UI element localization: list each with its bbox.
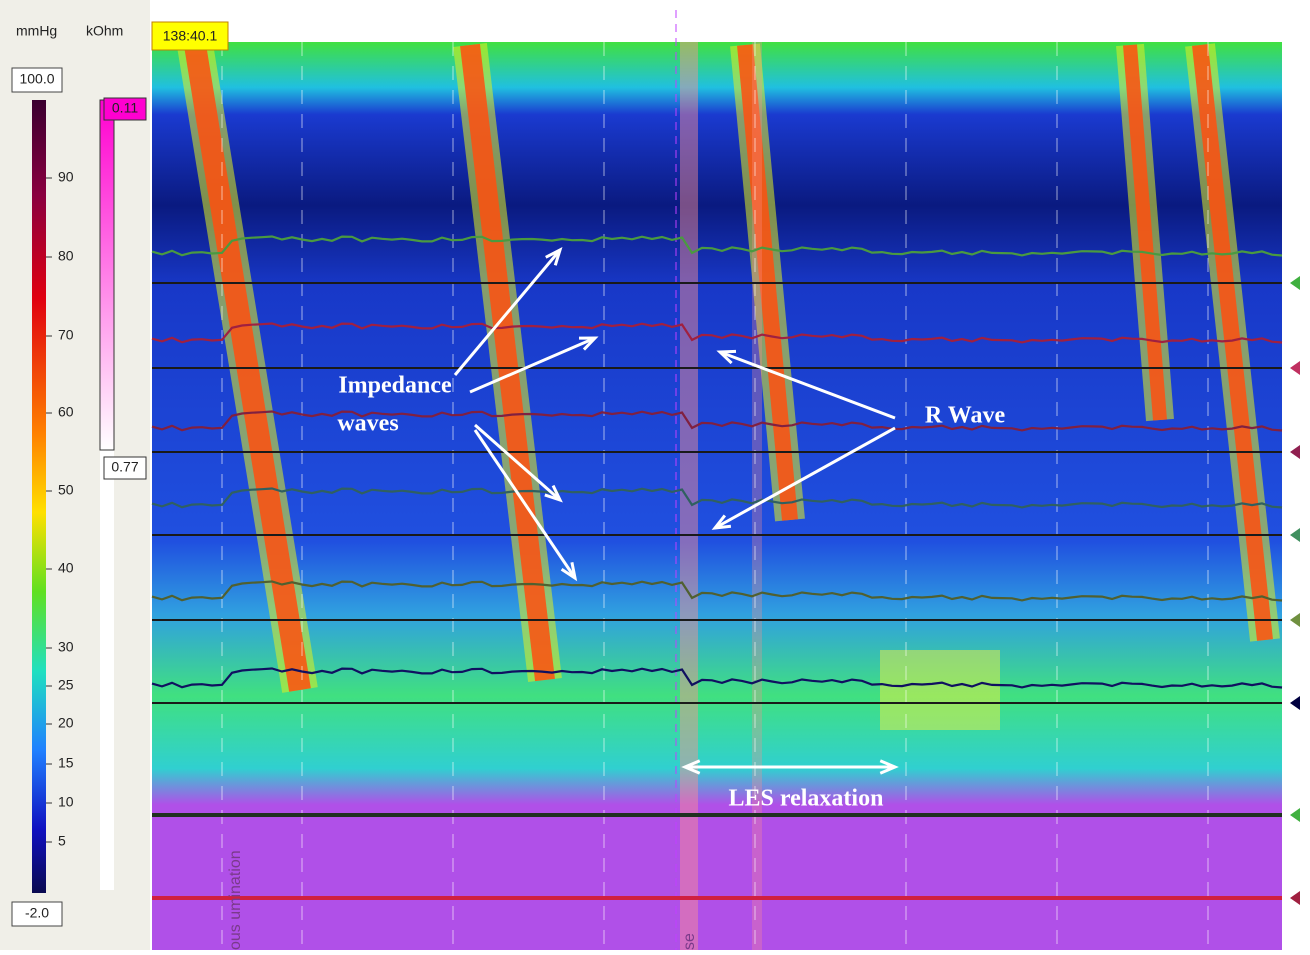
pressure-max: 100.0: [19, 71, 54, 87]
pressure-tick-label: 20: [58, 715, 74, 731]
sensor-marker: [1290, 808, 1300, 822]
impedance-unit: kOhm: [86, 23, 123, 39]
vertical-label: ous umination: [227, 850, 244, 950]
sensor-marker: [1290, 613, 1300, 627]
page: High-resolution impedance manometry {"he…: [0, 0, 1310, 950]
sensor-marker: [1290, 276, 1300, 290]
sensor-marker: [1290, 445, 1300, 459]
sensor-marker: [1290, 891, 1300, 905]
pressure-min: -2.0: [25, 905, 49, 921]
pressure-tick-label: 30: [58, 639, 74, 655]
pressure-colorbar: [32, 100, 46, 893]
pressure-tick-label: 80: [58, 248, 74, 264]
pressure-tick-label: 15: [58, 755, 74, 771]
pressure-tick-label: 90: [58, 169, 74, 185]
pressure-tick-label: 70: [58, 327, 74, 343]
body: mmHg kOhm 100.0 -2.0 0.11 0.77 138:40.1 …: [0, 0, 1310, 950]
impedance-top: 0.11: [112, 100, 138, 116]
pressure-unit: mmHg: [16, 23, 57, 39]
sensor-marker: [1290, 361, 1300, 375]
pressure-tick-label: 50: [58, 482, 74, 498]
les-zone: [880, 650, 1000, 730]
vertical-label: se: [681, 933, 698, 950]
impedance-colorbar: [100, 100, 114, 450]
pressure-tick-label: 40: [58, 560, 74, 576]
pressure-tick-label: 60: [58, 404, 74, 420]
time: 138:40.1: [163, 28, 218, 44]
annotation-r-wave: R Wave: [925, 403, 1006, 429]
annotation-impedance: waves: [337, 411, 398, 437]
sensor-marker: [1290, 528, 1300, 542]
manometry-screen: mmHg kOhm 100.0 -2.0 0.11 0.77 138:40.1 …: [0, 0, 1310, 950]
pressure-tick-label: 10: [58, 794, 74, 810]
impedance-bottom: 0.77: [111, 459, 138, 475]
annotation-impedance: Impedance: [338, 373, 452, 399]
pressure-tick-label: 5: [58, 833, 66, 849]
pressure-tick-label: 25: [58, 677, 74, 693]
annotation-les: LES relaxation: [729, 786, 884, 812]
sensor-marker: [1290, 696, 1300, 710]
